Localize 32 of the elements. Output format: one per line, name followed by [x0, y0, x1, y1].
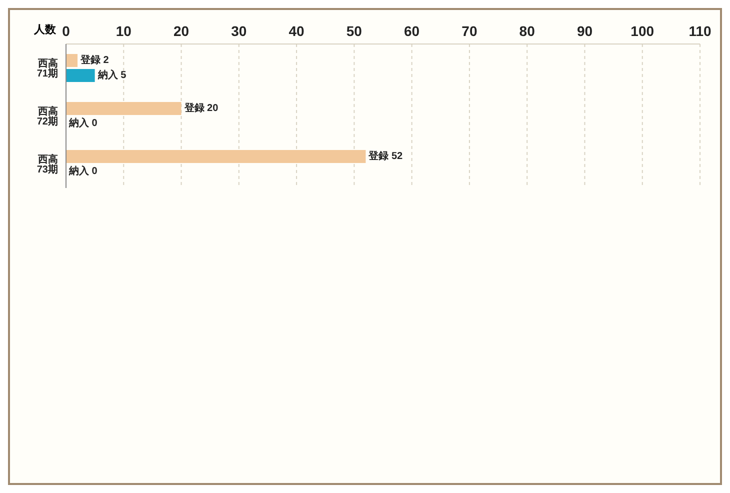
data-label: 0 [92, 166, 98, 176]
x-tick-label: 90 [576, 23, 593, 39]
series-label: 納入 [98, 70, 118, 80]
text: 納入 [69, 166, 89, 176]
data-label: 0 [92, 118, 98, 128]
x-tick-label: 110 [688, 23, 712, 39]
x-tick-label: 30 [231, 23, 247, 39]
x-tick-label: 100 [630, 23, 654, 39]
data-label: 2 [103, 54, 109, 66]
bar [66, 54, 78, 67]
x-axis-title: 人数 [34, 23, 56, 37]
data-label: 5 [120, 70, 126, 80]
x-tick-label: 0 [62, 23, 70, 39]
x-tick-label: 40 [288, 23, 305, 39]
x-tick-label: 70 [462, 23, 478, 39]
y-tick-label: 西高 73期 [36, 154, 58, 176]
bar [66, 102, 182, 115]
text: 納入 [69, 118, 89, 128]
x-tick-label: 10 [116, 23, 132, 39]
x-tick-label: 80 [519, 23, 536, 39]
data-label: 52 [391, 150, 403, 162]
y-tick-label: 西高 72期 [36, 106, 58, 128]
text: 登録 [80, 54, 101, 66]
x-tick-label: 60 [404, 23, 420, 39]
text: 登録 [368, 150, 389, 162]
bar [66, 69, 95, 82]
x-tick-label: 50 [346, 23, 362, 39]
x-tick-label: 20 [173, 23, 190, 39]
series-label: 登録 [184, 102, 204, 114]
data-label: 20 [207, 102, 218, 114]
bar [66, 150, 366, 163]
y-tick-label: 西高 71期 [36, 58, 58, 80]
